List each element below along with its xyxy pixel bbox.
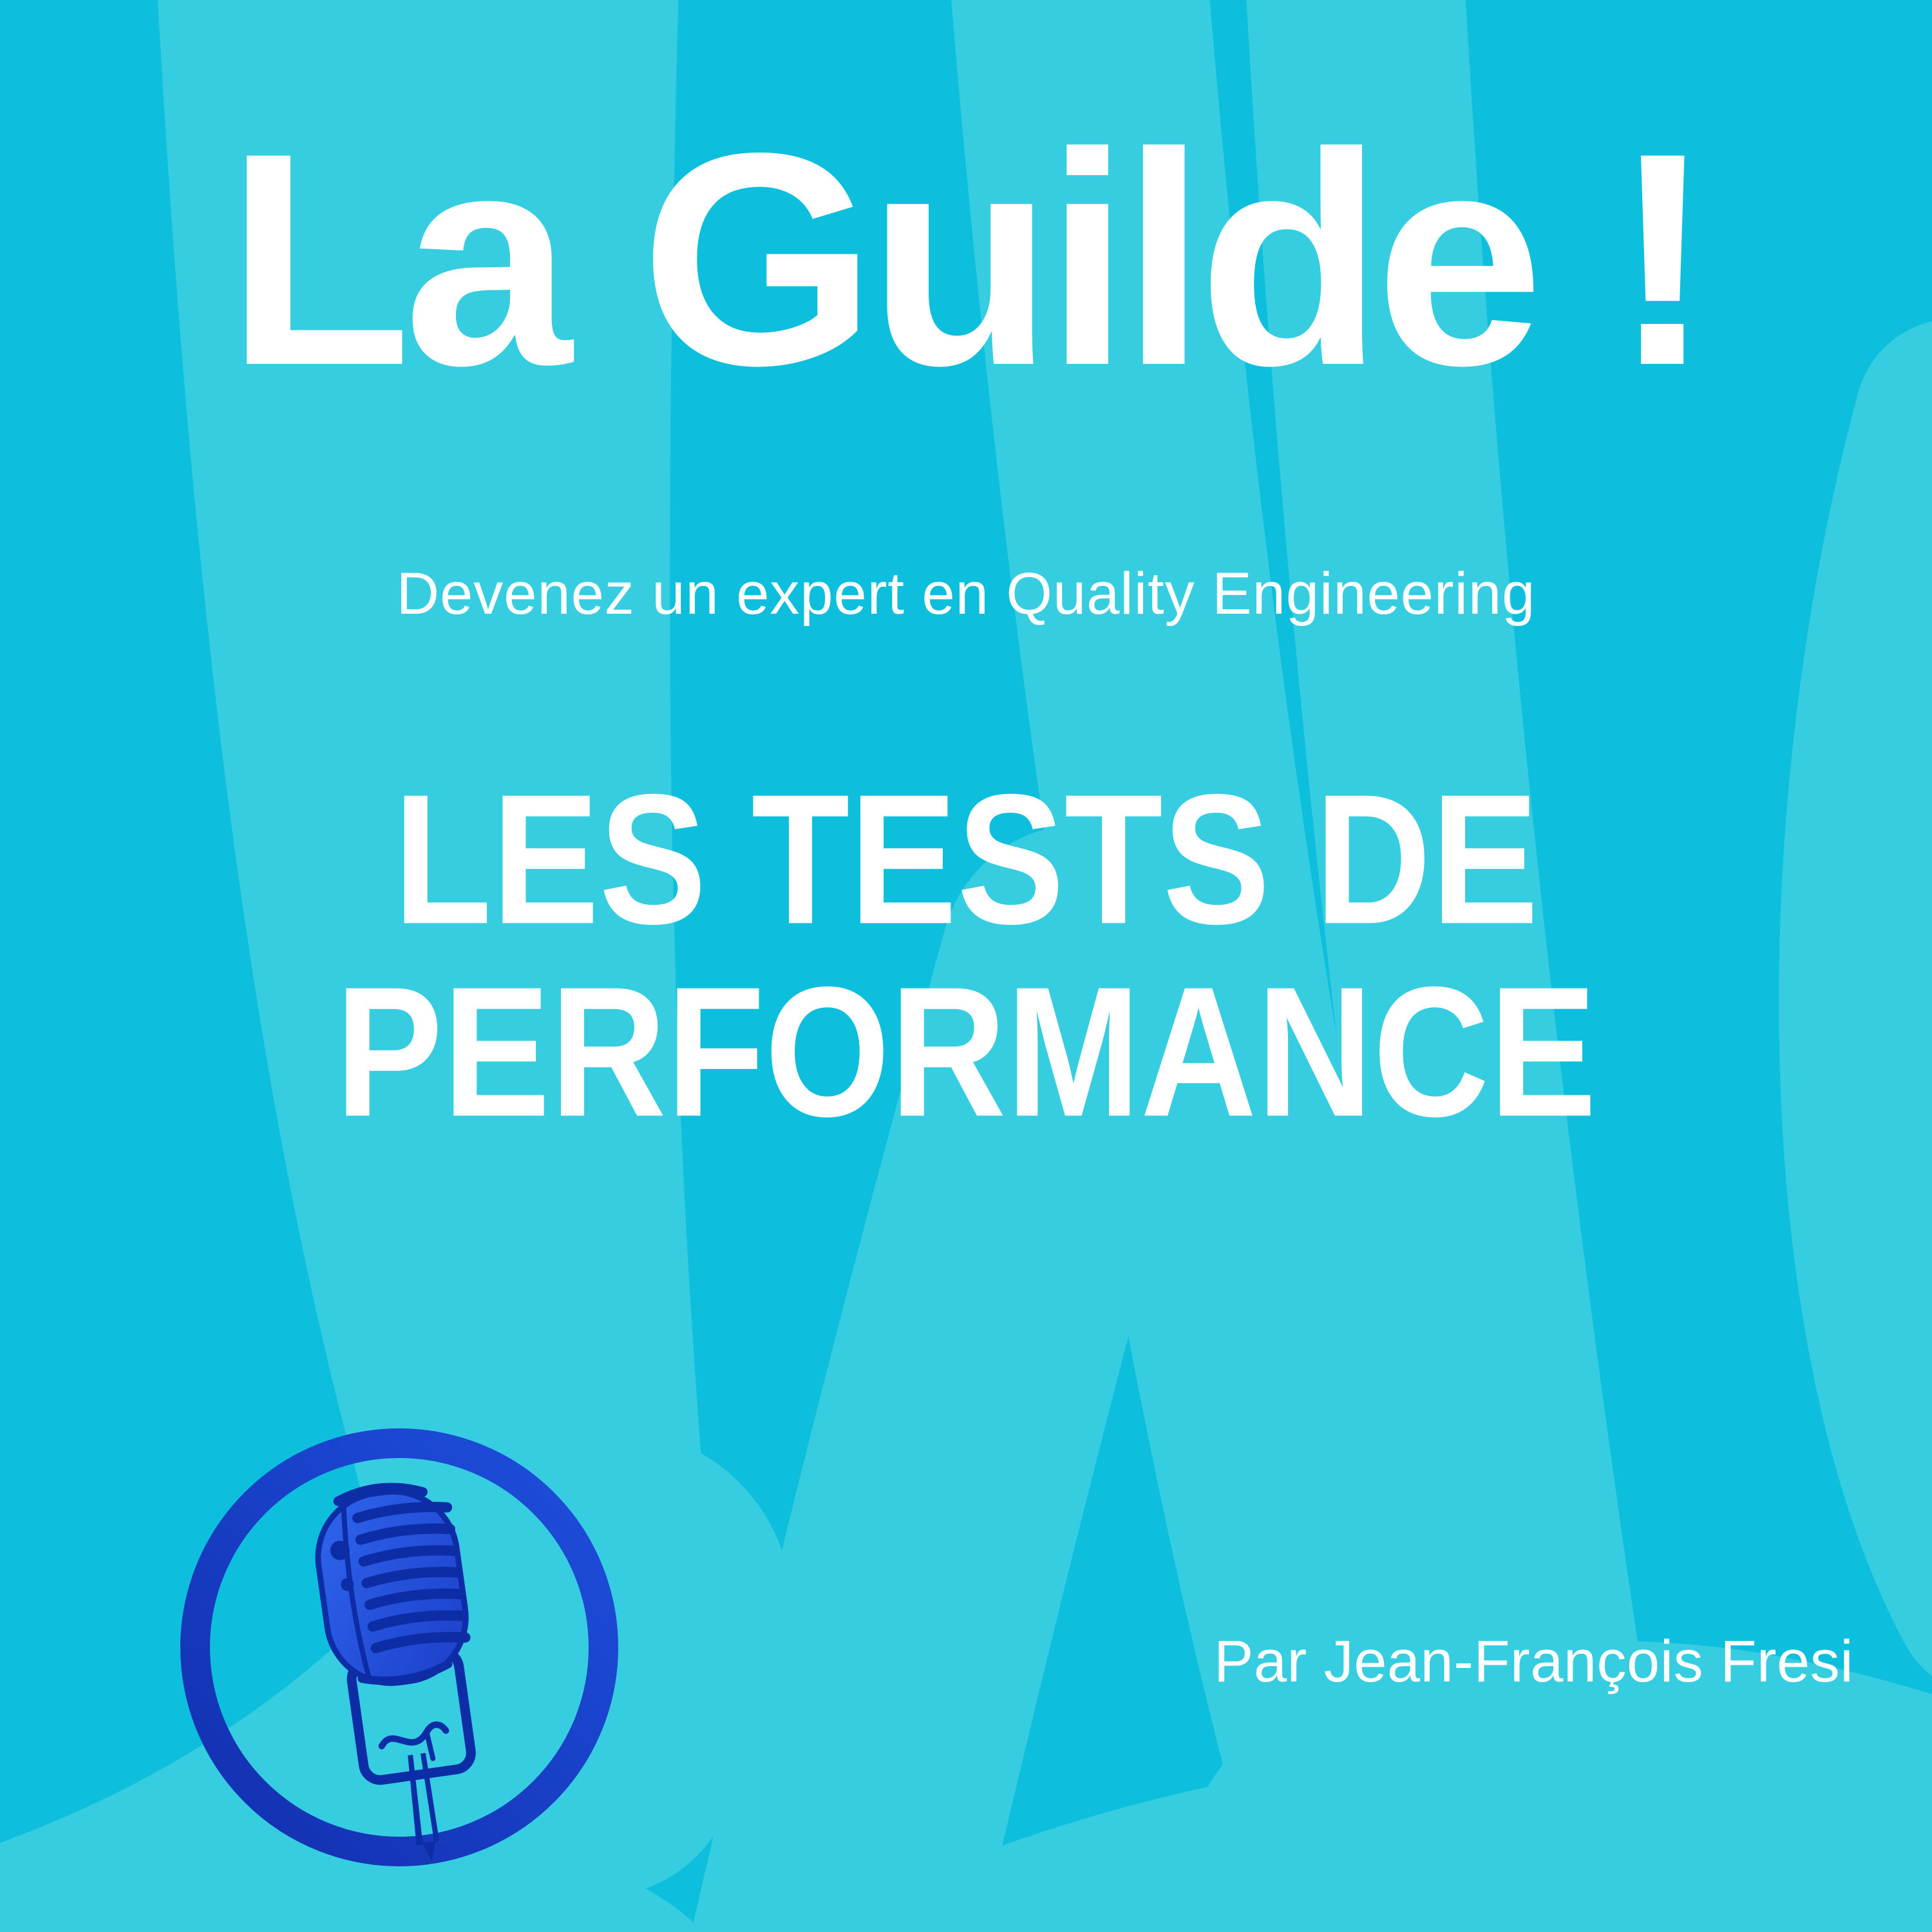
swirl-bottom-left-blob	[0, 1816, 703, 1932]
episode-title: LES TESTS DE PERFORMANCE	[0, 755, 1932, 1155]
microphone-icon	[180, 1428, 618, 1866]
brand-title: La Guilde !	[226, 90, 1714, 428]
episode-title-line1: LES TESTS DE	[393, 755, 1539, 963]
author-credit: Par Jean-François Fresi	[1214, 1629, 1854, 1694]
vintage-microphone	[315, 1482, 476, 1862]
logo-ring	[180, 1428, 618, 1866]
episode-title-line2: PERFORMANCE	[335, 948, 1597, 1155]
podcast-logo	[179, 1427, 620, 1868]
subtitle: Devenez un expert en Quality Engineering	[396, 561, 1536, 627]
